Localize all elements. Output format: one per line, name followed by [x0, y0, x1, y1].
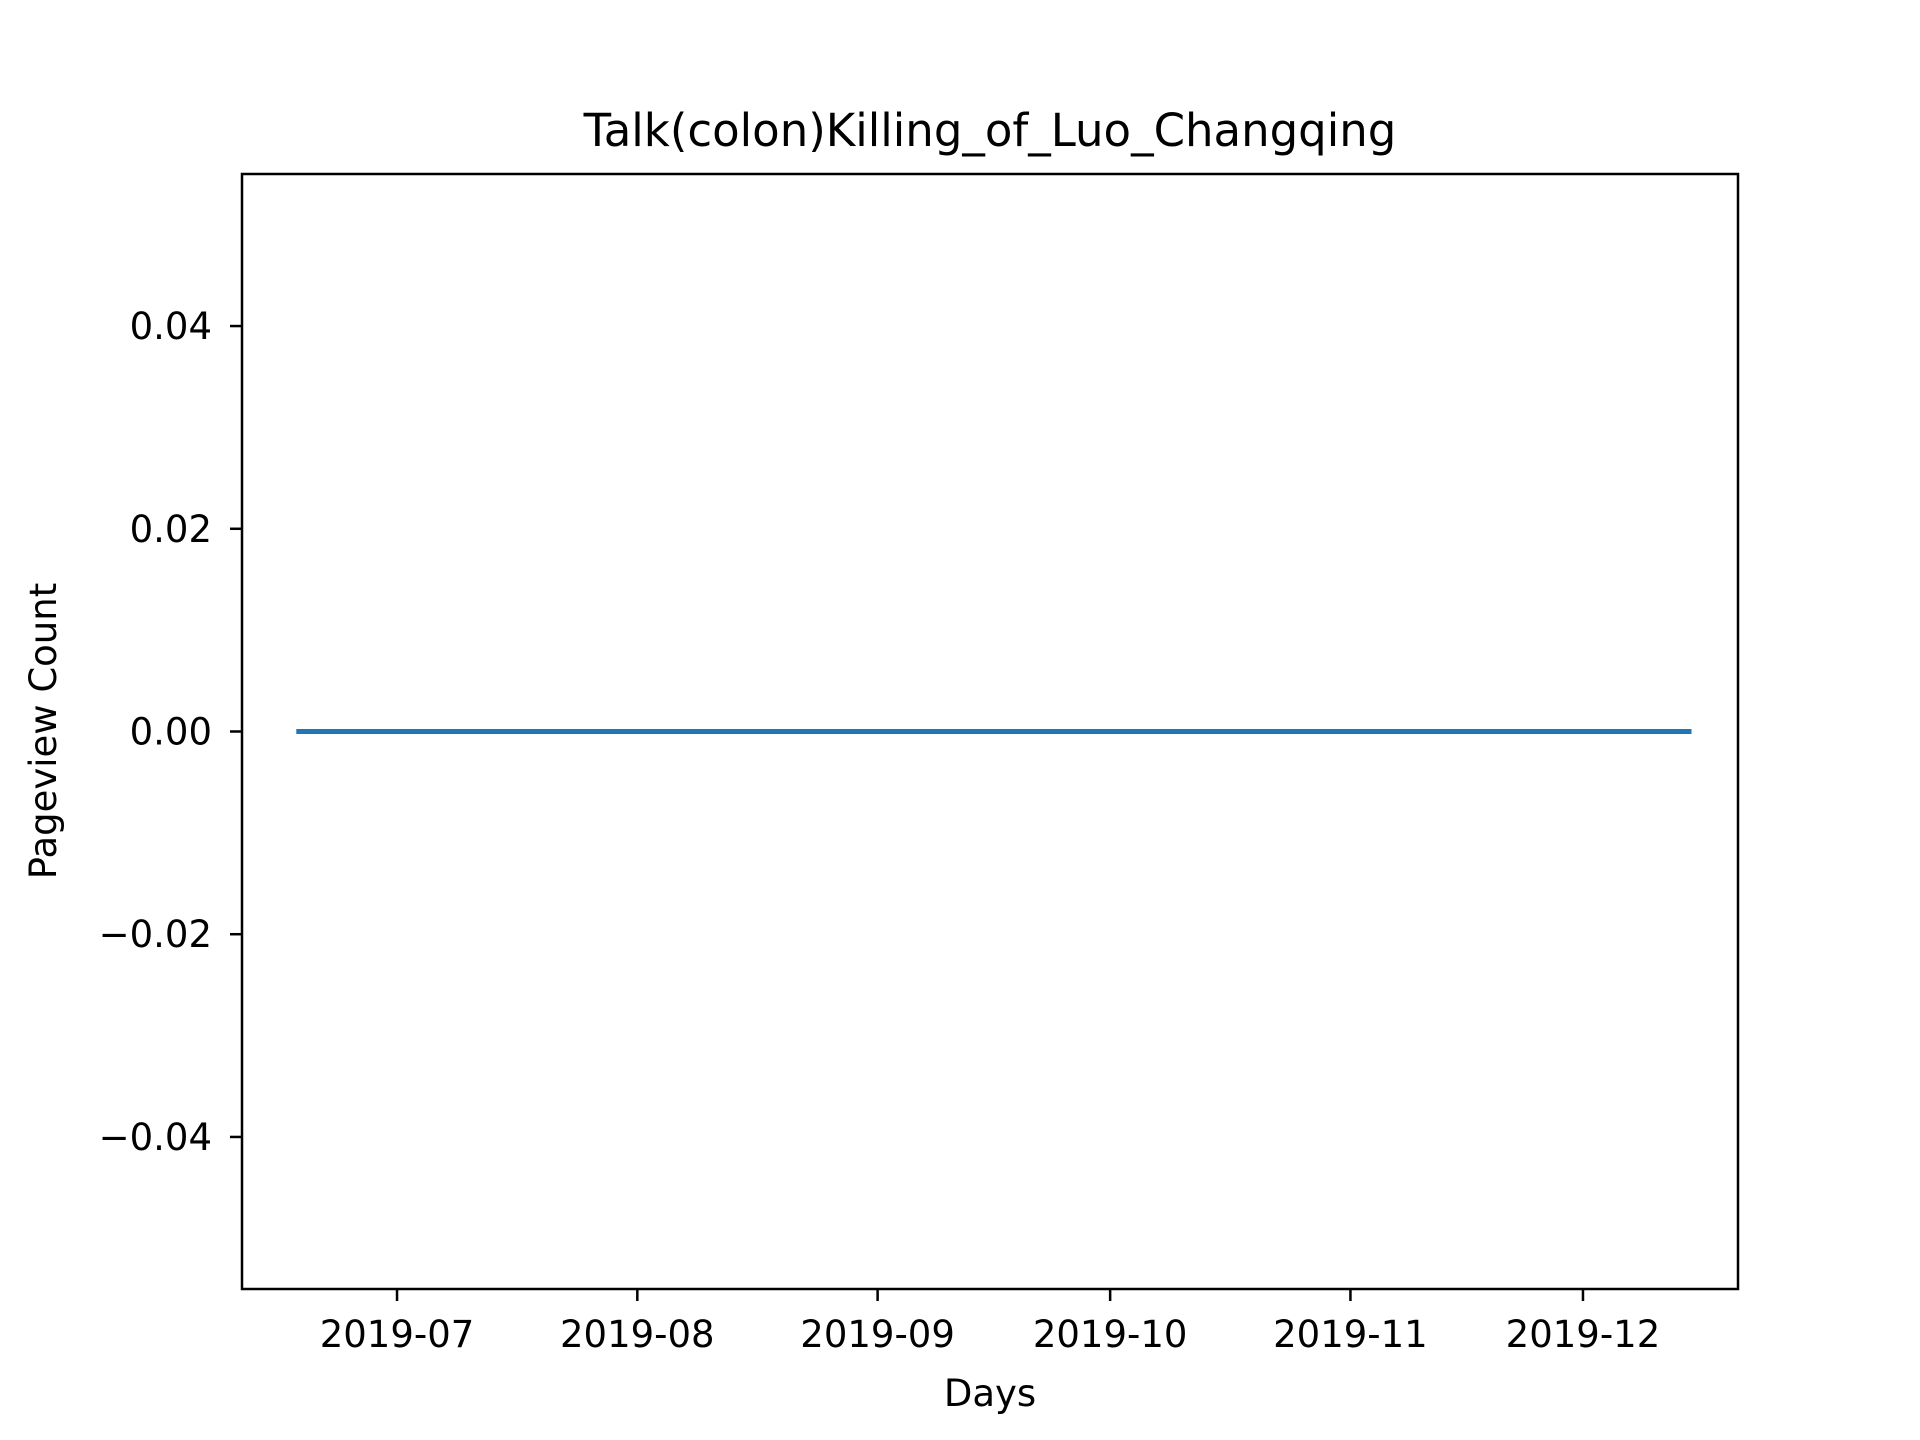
- x-tick-label: 2019-10: [1033, 1313, 1188, 1356]
- x-tick-label: 2019-07: [320, 1313, 475, 1356]
- y-tick-label: −0.04: [99, 1116, 212, 1159]
- x-tick-label: 2019-12: [1506, 1313, 1661, 1356]
- x-tick-label: 2019-08: [560, 1313, 715, 1356]
- chart-title: Talk(colon)Killing_of_Luo_Changqing: [583, 104, 1397, 157]
- y-tick-label: 0.00: [130, 711, 212, 754]
- y-tick-label: −0.02: [99, 913, 212, 956]
- x-tick-label: 2019-09: [800, 1313, 955, 1356]
- y-tick-label: 0.04: [130, 305, 212, 348]
- y-axis: 0.04 0.02 0.00 −0.02 −0.04: [99, 305, 242, 1159]
- x-axis: 2019-07 2019-08 2019-09 2019-10 2019-11 2019-…: [320, 1289, 1661, 1356]
- x-axis-label: Days: [944, 1372, 1036, 1415]
- y-tick-label: 0.02: [130, 508, 212, 551]
- x-tick-label: 2019-11: [1273, 1313, 1428, 1356]
- y-axis-label: Pageview Count: [22, 583, 65, 879]
